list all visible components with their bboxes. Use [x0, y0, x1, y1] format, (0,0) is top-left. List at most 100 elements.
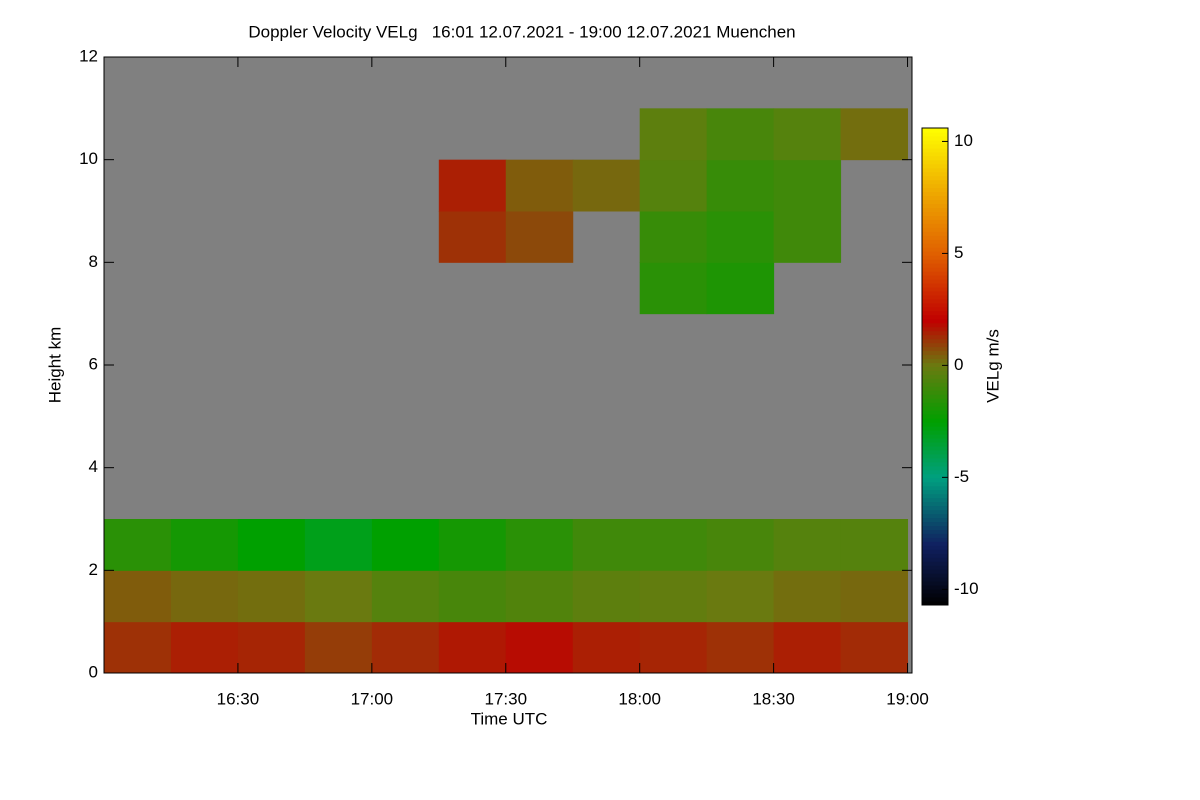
colorbar-segment	[922, 338, 948, 344]
x-tick-label: 16:30	[217, 689, 260, 708]
colorbar-segment	[922, 517, 948, 523]
colorbar-segment	[922, 497, 948, 503]
heat-cell	[505, 519, 574, 571]
heat-cell	[639, 262, 708, 315]
colorbar-segment	[922, 346, 948, 352]
colorbar-segment	[922, 446, 948, 451]
colorbar-segment	[922, 378, 948, 383]
y-axis-label: Height km	[45, 327, 64, 404]
x-axis-label: Time UTC	[471, 709, 548, 728]
colorbar-segment	[922, 501, 948, 507]
heat-cell	[505, 211, 574, 263]
colorbar-segment	[922, 585, 948, 590]
heat-cell	[304, 519, 373, 571]
heat-cell	[170, 570, 239, 623]
colorbar-segment	[922, 597, 948, 602]
colorbar-segment	[922, 235, 948, 240]
colorbar-segment	[922, 195, 948, 201]
colorbar-segment	[922, 581, 948, 586]
y-tick-label: 4	[89, 457, 98, 476]
colorbar-segment	[922, 489, 948, 495]
heat-cell	[104, 621, 172, 674]
colorbar-tick-label: 10	[954, 131, 973, 150]
colorbar-segment	[922, 485, 948, 491]
colorbar-segment	[922, 374, 948, 379]
colorbar-segment	[922, 275, 948, 280]
colorbar-segment	[922, 334, 948, 340]
colorbar-segment	[922, 438, 948, 443]
colorbar-segment	[922, 167, 948, 173]
colorbar-segment	[922, 306, 948, 312]
colorbar-segment	[922, 231, 948, 236]
colorbar-segment	[922, 239, 948, 244]
colorbar-segment	[922, 199, 948, 205]
x-tick-label: 17:30	[484, 689, 527, 708]
heat-cell	[840, 519, 909, 571]
colorbar-frame	[921, 127, 949, 606]
colorbar-segment	[922, 569, 948, 574]
colorbar-segment	[922, 422, 948, 427]
colorbar-segment	[922, 287, 948, 292]
colorbar-label: VELg m/s	[983, 329, 1002, 403]
colorbar-segment	[922, 251, 948, 256]
colorbar-segment	[922, 155, 948, 161]
y-tick-label: 8	[89, 252, 98, 271]
heat-cell	[371, 570, 440, 623]
colorbar-segment	[922, 271, 948, 276]
heat-cell	[773, 570, 842, 623]
colorbar-segment	[922, 171, 948, 177]
colorbar-segment	[922, 139, 948, 145]
colorbar-segment	[922, 322, 948, 328]
colorbar-segment	[922, 227, 948, 232]
colorbar-segment	[922, 406, 948, 411]
heat-cell	[639, 159, 708, 212]
colorbar-tick-label: -10	[954, 579, 979, 598]
colorbar-segment	[922, 243, 948, 248]
colorbar-segment	[922, 561, 948, 566]
colorbar-segment	[922, 434, 948, 439]
colorbar-segment	[922, 382, 948, 387]
colorbar-segment	[922, 310, 948, 316]
colorbar-segment	[922, 215, 948, 220]
heat-cell	[706, 570, 775, 623]
colorbar-segment	[922, 457, 948, 463]
colorbar-segment	[922, 398, 948, 403]
colorbar-segment	[922, 358, 948, 364]
colorbar-segment	[922, 354, 948, 360]
colorbar-segment	[922, 529, 948, 534]
heat-cell	[304, 570, 373, 623]
colorbar-segment	[922, 414, 948, 419]
colorbar-segment	[922, 461, 948, 467]
heat-cell	[237, 519, 306, 571]
colorbar-segment	[922, 131, 948, 137]
colorbar-segment	[922, 330, 948, 336]
colorbar-segment	[922, 465, 948, 471]
colorbar-segment	[922, 191, 948, 197]
colorbar-segment	[922, 179, 948, 185]
heat-cell	[639, 621, 708, 674]
colorbar-segment	[922, 593, 948, 598]
heat-cell	[639, 211, 708, 263]
heat-cell	[706, 211, 775, 263]
colorbar-segment	[922, 442, 948, 447]
heat-cell	[706, 262, 775, 315]
colorbar-segment	[922, 183, 948, 189]
colorbar-segment	[922, 219, 948, 224]
colorbar-segment	[922, 513, 948, 519]
heat-cell	[371, 621, 440, 674]
colorbar-segment	[922, 386, 948, 391]
chart-title: Doppler Velocity VELg 16:01 12.07.2021 -…	[248, 22, 795, 41]
colorbar-segment	[922, 473, 948, 479]
y-tick-label: 10	[79, 149, 98, 168]
colorbar-segment	[922, 326, 948, 332]
colorbar-segment	[922, 223, 948, 228]
heat-cell	[104, 570, 172, 623]
y-tick-label: 6	[89, 354, 98, 373]
colorbar-segment	[922, 577, 948, 582]
y-tick-label: 0	[89, 662, 98, 681]
colorbar-segment	[922, 159, 948, 165]
heat-cell	[505, 570, 574, 623]
colorbar-tick-label: 5	[954, 243, 963, 262]
heat-cell	[840, 570, 909, 623]
